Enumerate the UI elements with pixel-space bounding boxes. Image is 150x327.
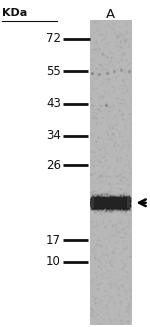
- Text: A: A: [106, 8, 115, 21]
- Bar: [91, 197, 129, 209]
- Text: 43: 43: [46, 97, 61, 111]
- Text: 34: 34: [46, 129, 61, 142]
- Text: 10: 10: [46, 255, 61, 268]
- Text: 26: 26: [46, 159, 61, 172]
- Text: 55: 55: [46, 65, 61, 78]
- Text: 17: 17: [46, 234, 61, 247]
- Text: 72: 72: [46, 32, 61, 45]
- Bar: [91, 197, 94, 209]
- Bar: [90, 20, 130, 324]
- Text: KDa: KDa: [2, 8, 27, 18]
- Bar: [126, 197, 129, 209]
